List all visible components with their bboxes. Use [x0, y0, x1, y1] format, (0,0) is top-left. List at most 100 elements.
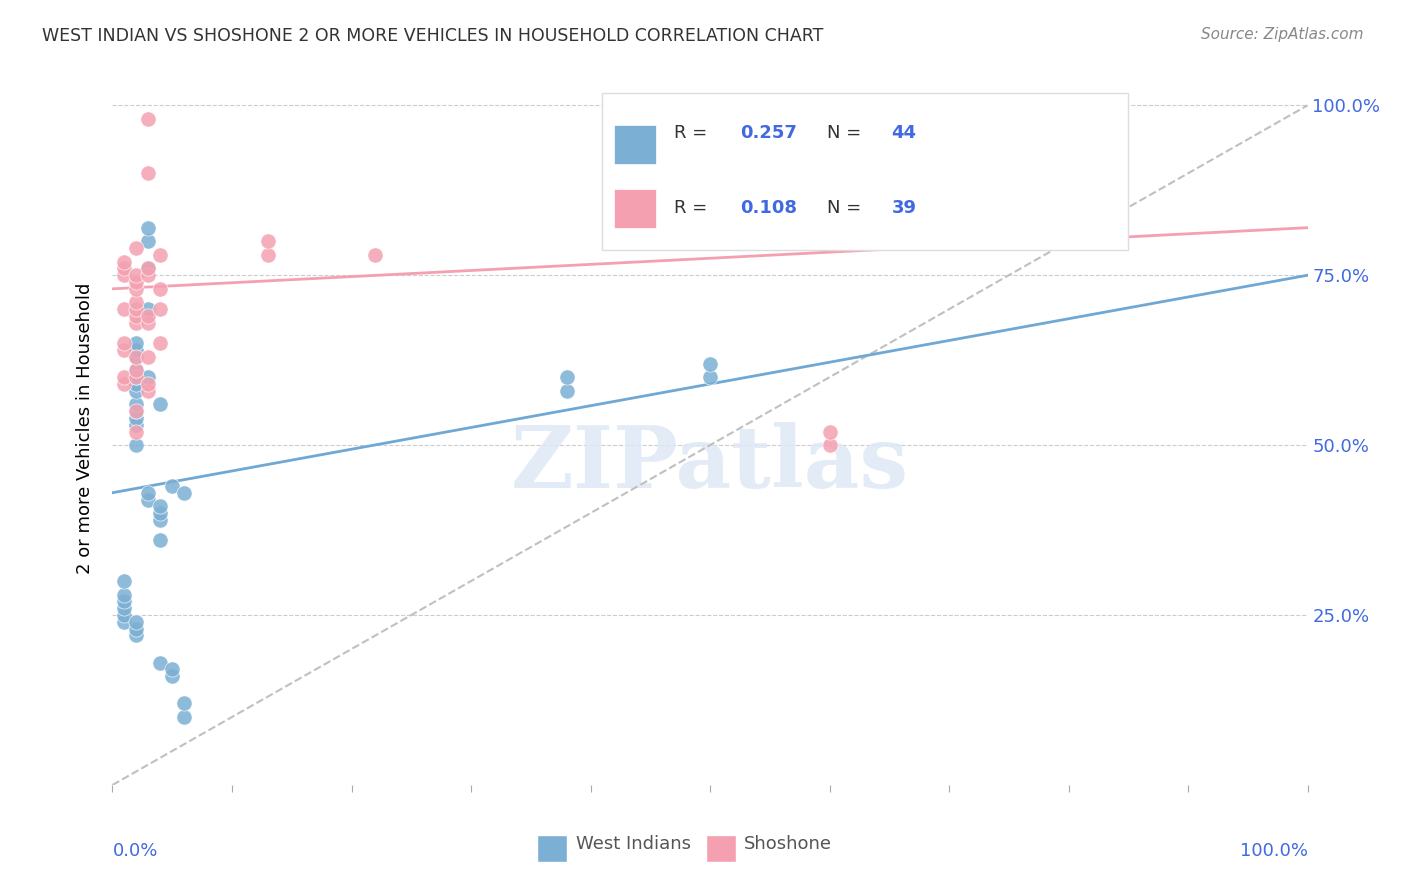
Point [138, 261, 160, 276]
Text: N =: N = [827, 200, 868, 218]
Point [114, 574, 135, 588]
Point [699, 370, 721, 384]
Point [125, 622, 148, 636]
Point [699, 357, 721, 371]
Point [114, 588, 135, 602]
Point [125, 615, 148, 629]
Text: 0.0%: 0.0% [112, 842, 157, 860]
Point [149, 533, 172, 548]
Text: R =: R = [675, 125, 713, 143]
Point [125, 397, 148, 411]
Point [138, 302, 160, 317]
Point [125, 309, 148, 323]
Point [125, 268, 148, 283]
Point [555, 384, 578, 398]
Point [173, 485, 195, 500]
Point [138, 166, 160, 180]
Point [125, 316, 148, 330]
Point [125, 350, 148, 364]
Point [114, 370, 135, 384]
Point [138, 316, 160, 330]
Point [138, 485, 160, 500]
Point [257, 234, 280, 248]
Y-axis label: 2 or more Vehicles in Household: 2 or more Vehicles in Household [76, 283, 94, 574]
Text: West Indians: West Indians [576, 835, 692, 853]
Point [149, 506, 172, 520]
Text: ZIPatlas: ZIPatlas [510, 422, 910, 506]
Point [125, 350, 148, 364]
Point [125, 282, 148, 296]
Text: 100.0%: 100.0% [1240, 842, 1308, 860]
Point [125, 384, 148, 398]
Point [125, 376, 148, 391]
Point [149, 336, 172, 351]
Text: Shoshone: Shoshone [744, 835, 831, 853]
FancyBboxPatch shape [614, 125, 657, 164]
Point [114, 608, 135, 623]
Point [114, 302, 135, 317]
Point [149, 656, 172, 670]
Point [114, 268, 135, 283]
Point [138, 220, 160, 235]
Point [114, 615, 135, 629]
Point [138, 309, 160, 323]
Text: R =: R = [675, 200, 713, 218]
FancyBboxPatch shape [614, 189, 657, 228]
Text: 44: 44 [891, 125, 917, 143]
Point [818, 438, 841, 452]
Point [114, 376, 135, 391]
Point [125, 417, 148, 432]
Point [125, 275, 148, 289]
Point [149, 500, 172, 514]
Point [173, 697, 195, 711]
Point [138, 261, 160, 276]
Point [138, 376, 160, 391]
Text: 39: 39 [891, 200, 917, 218]
Point [125, 425, 148, 439]
Point [138, 112, 160, 126]
Point [149, 302, 172, 317]
Text: WEST INDIAN VS SHOSHONE 2 OR MORE VEHICLES IN HOUSEHOLD CORRELATION CHART: WEST INDIAN VS SHOSHONE 2 OR MORE VEHICL… [42, 27, 824, 45]
Point [125, 302, 148, 317]
FancyBboxPatch shape [706, 835, 737, 862]
Point [125, 370, 148, 384]
Text: 0.108: 0.108 [740, 200, 797, 218]
FancyBboxPatch shape [603, 93, 1129, 250]
Point [138, 370, 160, 384]
Point [555, 370, 578, 384]
Point [125, 370, 148, 384]
Point [162, 662, 183, 676]
Point [173, 710, 195, 724]
Text: 0.257: 0.257 [740, 125, 797, 143]
Point [149, 513, 172, 527]
Text: Source: ZipAtlas.com: Source: ZipAtlas.com [1201, 27, 1364, 42]
Point [125, 343, 148, 357]
Point [125, 411, 148, 425]
Point [114, 254, 135, 268]
Point [114, 261, 135, 276]
Point [125, 438, 148, 452]
Point [138, 492, 160, 507]
FancyBboxPatch shape [537, 835, 567, 862]
Point [364, 248, 387, 262]
Point [114, 594, 135, 608]
Point [125, 404, 148, 418]
Point [162, 669, 183, 683]
Point [125, 336, 148, 351]
Point [125, 404, 148, 418]
Point [149, 248, 172, 262]
Text: N =: N = [827, 125, 868, 143]
Point [138, 234, 160, 248]
Point [125, 241, 148, 255]
Point [818, 425, 841, 439]
Point [125, 363, 148, 377]
Point [138, 268, 160, 283]
Point [257, 248, 280, 262]
Point [114, 601, 135, 615]
Point [149, 397, 172, 411]
Point [138, 384, 160, 398]
Point [125, 363, 148, 377]
Point [162, 479, 183, 493]
Point [114, 343, 135, 357]
Point [138, 350, 160, 364]
